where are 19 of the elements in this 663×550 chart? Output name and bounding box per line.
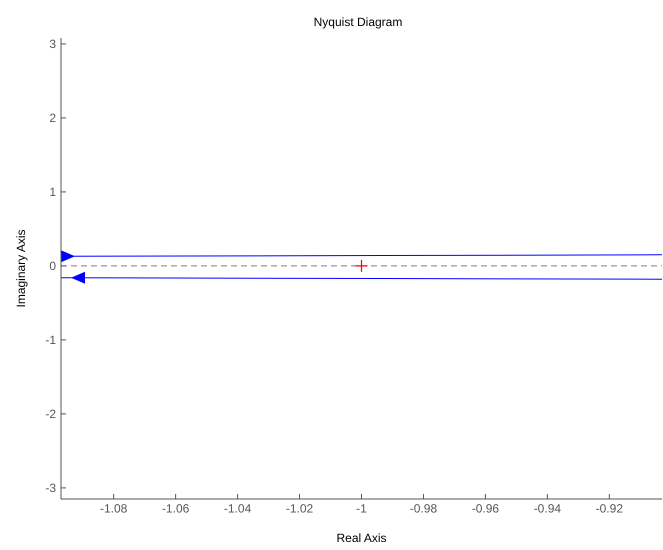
y-tick-label: -1 — [45, 333, 56, 348]
y-tick-label: 0 — [49, 259, 56, 274]
y-tick-label: 3 — [49, 37, 56, 52]
y-tick-label: -2 — [45, 407, 56, 422]
x-tick-label: -1.06 — [162, 502, 190, 516]
x-tick-label: -0.92 — [596, 502, 624, 516]
y-axis-title: Imaginary Axis — [14, 229, 28, 308]
x-tick-label: -1.08 — [100, 502, 128, 516]
y-tick-label: 2 — [49, 111, 56, 126]
x-tick-label: -0.98 — [410, 502, 438, 516]
x-tick-label: -0.94 — [534, 502, 562, 516]
y-tick-label: -3 — [45, 481, 56, 496]
x-tick-label: -1.04 — [224, 502, 252, 516]
x-tick-label: -1 — [356, 502, 368, 516]
x-tick-label: -1.02 — [286, 502, 314, 516]
x-tick-label: -0.96 — [472, 502, 500, 516]
chart-title: Nyquist Diagram — [314, 15, 402, 29]
x-axis-title: Real Axis — [336, 531, 387, 545]
y-tick-label: 1 — [49, 185, 56, 200]
